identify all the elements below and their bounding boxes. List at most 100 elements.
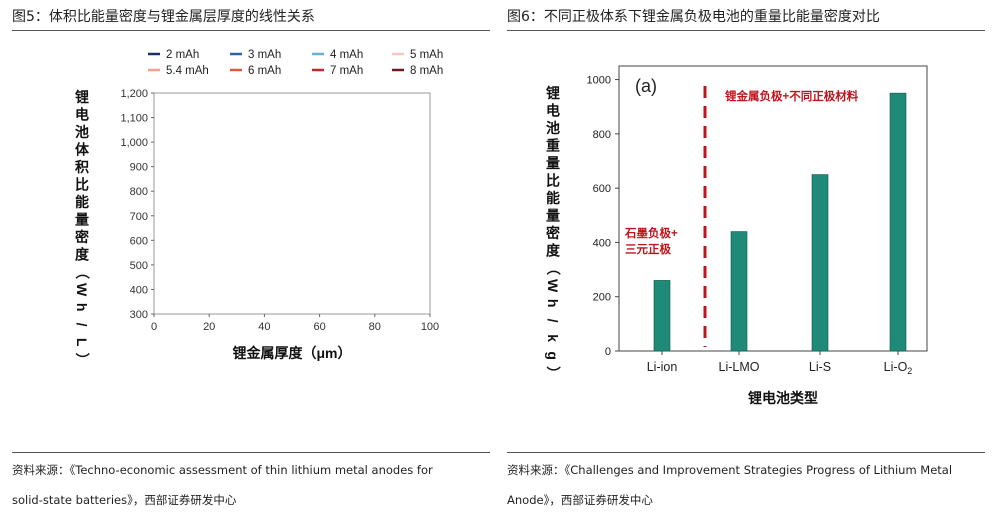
x-tick-label-1: 20 (203, 321, 215, 333)
right-source-rule (507, 452, 985, 453)
left-source-line2: solid-state batteries》，西部证券研发中心 (12, 493, 237, 507)
bar-x-tick-label-1: Li-LMO (719, 360, 760, 374)
y-tick-label-7: 1,000 (120, 137, 148, 149)
svg-text:积: 积 (75, 159, 89, 175)
svg-text:锂: 锂 (546, 85, 560, 101)
svg-text:量: 量 (546, 208, 560, 224)
left-source-line1: 资料来源：《Techno-economic assessment of thin… (12, 463, 433, 477)
svg-text:（: （ (74, 265, 90, 279)
svg-text:/: / (545, 319, 561, 323)
legend-label-5: 6 mAh (248, 65, 281, 77)
left-source-rule (12, 452, 490, 453)
bar-y-tick-label-1: 200 (593, 292, 611, 304)
line-chart-legend: 2 mAh 3 mAh 4 mAh 5 mAh 5.4 mAh 6 mAh 7 mAh 8 m… (148, 49, 443, 77)
x-tick-label-4: 80 (369, 321, 381, 333)
right-source-line2: Anode》，西部证券研发中心 (507, 493, 653, 507)
x-tick-label-0: 0 (151, 321, 157, 333)
bar-y-tick-label-5: 1000 (587, 75, 611, 87)
bar-x-tick-label-2: Li-S (809, 360, 831, 374)
svg-text:比: 比 (546, 173, 560, 189)
y-tick-label-9: 1,200 (120, 88, 148, 100)
legend-label-0: 2 mAh (166, 49, 199, 61)
svg-text:h: h (74, 303, 90, 312)
line-chart: 2 mAh 3 mAh 4 mAh 5 mAh 5.4 mAh 6 mAh 7 mAh 8 m… (74, 49, 443, 367)
x-tick-label-5: 100 (421, 321, 439, 333)
svg-text:W: W (545, 279, 561, 293)
left-source-note: 资料来源：《Techno-economic assessment of thin… (12, 455, 490, 515)
bar-chart-x-label-text: 锂电池类型 (748, 390, 818, 406)
bar-Li-S (811, 174, 829, 352)
svg-text:体: 体 (75, 142, 90, 158)
legend-label-7: 8 mAh (410, 65, 443, 77)
annotation-graphite-line1: 石墨负极+ (624, 226, 678, 240)
right-source-line1: 资料来源：《Challenges and Improvement Strateg… (507, 463, 953, 477)
annotation-lithium-metal: 锂金属负极+不同正极材料 (725, 89, 859, 103)
legend-label-1: 3 mAh (248, 49, 281, 61)
y-tick-label-5: 800 (130, 186, 148, 198)
bar-y-tick-label-4: 800 (593, 129, 611, 141)
line-chart-x-label-text: 锂金属厚度（μm） (232, 345, 351, 361)
line-chart-axes: 300 400 500 600 700 800 900 1,000 1,100 1,200 0 20 4… (120, 88, 439, 333)
y-tick-label-6: 900 (130, 162, 148, 174)
svg-text:密: 密 (74, 229, 89, 245)
y-tick-label-0: 300 (130, 309, 148, 321)
svg-text:g: g (545, 351, 561, 360)
svg-text:密: 密 (545, 225, 560, 241)
y-tick-label-3: 600 (130, 235, 148, 247)
svg-text:能: 能 (75, 194, 89, 210)
svg-text:重: 重 (546, 138, 560, 154)
y-tick-label-8: 1,100 (120, 113, 148, 125)
left-title-rule (12, 30, 490, 31)
annotation-graphite-line2: 三元正极 (625, 242, 671, 256)
right-figure-panel: 图6：不同正极体系下锂金属负极电池的重量比能量密度对比 锂电池重量比能量密度（W… (507, 0, 987, 518)
line-chart-x-axis-label: 锂金属厚度（μm） (232, 345, 351, 361)
svg-text:量: 量 (75, 212, 89, 228)
legend-label-6: 7 mAh (330, 65, 363, 77)
svg-text:池: 池 (75, 124, 89, 140)
svg-text:L: L (74, 338, 90, 347)
bar-Li-ion (653, 280, 671, 352)
bar-x-tick-label-0: Li-ion (647, 360, 678, 374)
svg-text:能: 能 (546, 190, 560, 206)
left-figure-title: 图5：体积比能量密度与锂金属层厚度的线性关系 (12, 9, 315, 25)
svg-text:比: 比 (75, 177, 89, 193)
left-figure-panel: 图5：体积比能量密度与锂金属层厚度的线性关系 2 mAh 3 mAh 4 mAh 5 … (12, 0, 492, 518)
bar-chart-x-axis-label: 锂电池类型 (748, 390, 818, 406)
svg-text:锂: 锂 (75, 89, 89, 105)
svg-text:池: 池 (546, 120, 560, 136)
svg-text:电: 电 (75, 107, 89, 123)
svg-text:度: 度 (75, 247, 90, 263)
svg-text:度: 度 (546, 243, 561, 259)
bar-Li-O2 (889, 92, 907, 352)
legend-label-2: 4 mAh (330, 49, 363, 61)
x-tick-label-3: 60 (313, 321, 325, 333)
bar-x-tick-label-3: Li-O2 (884, 360, 913, 376)
svg-text:（: （ (545, 261, 561, 275)
svg-text:/: / (74, 323, 90, 327)
svg-text:k: k (545, 334, 561, 342)
right-source-note: 资料来源：《Challenges and Improvement Strateg… (507, 455, 985, 515)
svg-text:W: W (74, 283, 90, 297)
x-tick-label-2: 40 (258, 321, 270, 333)
y-tick-label-4: 700 (130, 211, 148, 223)
svg-text:电: 电 (546, 103, 560, 119)
y-tick-label-2: 500 (130, 260, 148, 272)
bar-y-tick-label-2: 400 (593, 237, 611, 249)
legend-label-3: 5 mAh (410, 49, 443, 61)
svg-text:h: h (545, 299, 561, 308)
line-chart-frame (153, 92, 431, 315)
svg-text:）: ） (545, 366, 561, 380)
svg-text:量: 量 (546, 155, 560, 171)
bar-chart-frame (618, 65, 928, 352)
bar-y-tick-label-0: 0 (605, 346, 611, 358)
bar-chart-plot-area: (a) 0 200 400 600 800 1000 Li-ion Li-LMO Li-S Li-O… (587, 65, 928, 376)
bar-y-tick-label-3: 600 (593, 183, 611, 195)
bar-chart-panel-label: (a) (635, 76, 657, 96)
right-title-rule (507, 30, 985, 31)
legend-label-4: 5.4 mAh (166, 65, 209, 77)
